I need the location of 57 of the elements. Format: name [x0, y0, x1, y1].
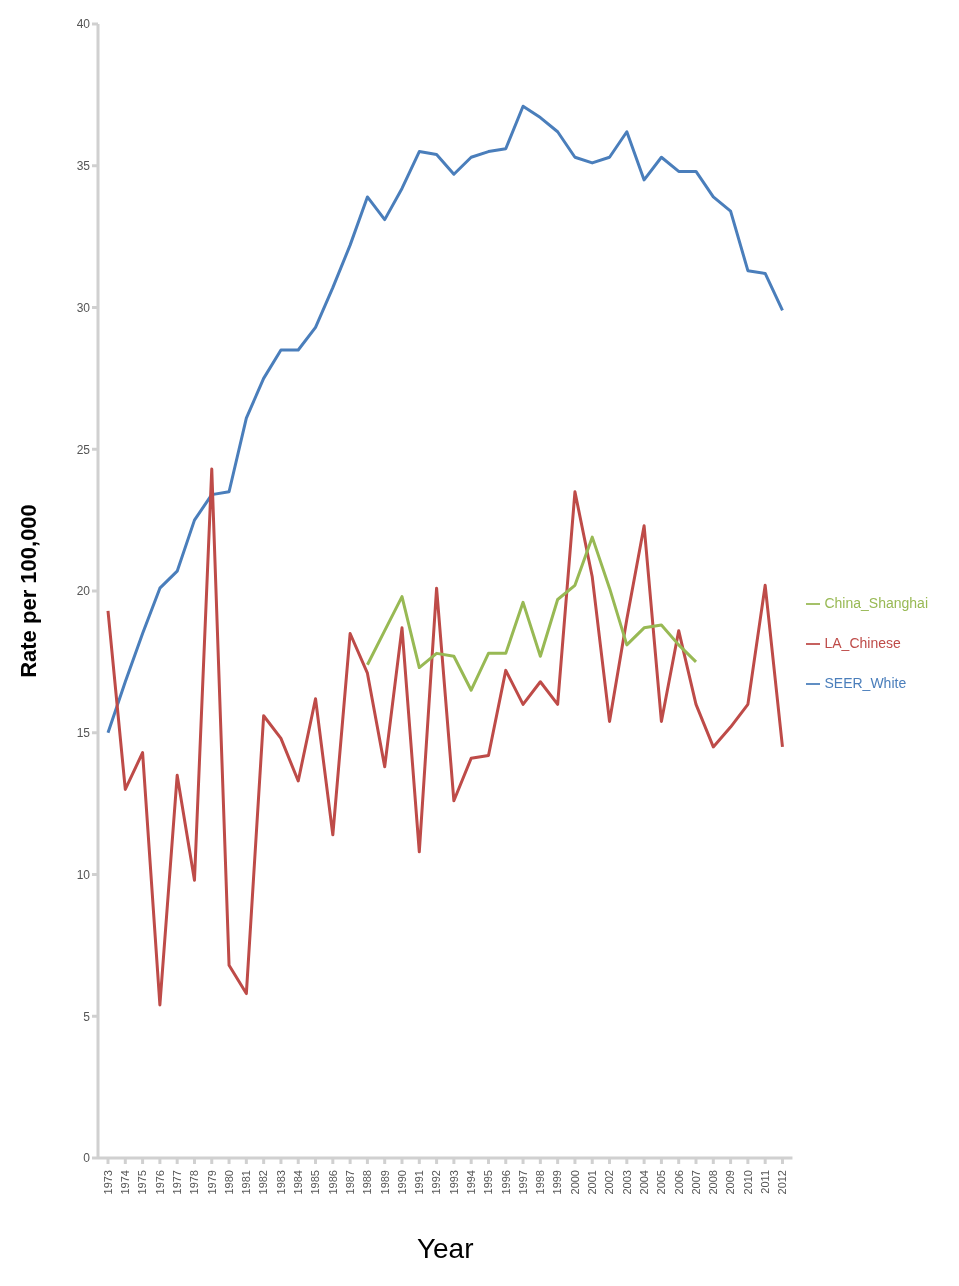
legend-label: China_Shanghai	[824, 595, 928, 611]
x-tick-label: 1978	[188, 1170, 201, 1195]
y-tick-label: 30	[76, 300, 91, 315]
line-series	[365, 535, 698, 692]
y-tick-label: 25	[76, 442, 91, 457]
y-tick-label: 20	[76, 584, 91, 599]
x-tick-label: 1992	[430, 1170, 443, 1195]
line-series	[106, 104, 784, 735]
y-tick-label: 10	[76, 867, 91, 882]
x-tick-label: 2006	[672, 1170, 685, 1195]
x-tick-label: 1987	[343, 1170, 356, 1195]
line-series	[106, 467, 784, 1007]
legend-label: SEER_White	[824, 675, 907, 691]
legend-label: LA_Chinese	[824, 635, 901, 651]
x-tick-label: 2002	[603, 1170, 616, 1195]
x-tick-label: 1975	[136, 1170, 149, 1195]
x-tick-label: 1999	[551, 1170, 564, 1195]
x-tick-label: 1979	[205, 1170, 218, 1195]
x-tick-label: 2004	[637, 1170, 650, 1195]
x-tick-label: 1996	[499, 1170, 512, 1195]
x-tick-label: 1993	[447, 1170, 460, 1195]
x-tick-label: 2010	[741, 1170, 754, 1195]
x-tick-label: 1997	[516, 1170, 529, 1195]
x-tick-label: 1991	[413, 1170, 426, 1195]
x-tick-label: 1983	[274, 1170, 287, 1195]
y-tick-label: 40	[76, 17, 91, 32]
x-tick-label: 1976	[153, 1170, 166, 1195]
x-tick-label: 1980	[222, 1170, 235, 1195]
x-tick-label: 2012	[776, 1170, 789, 1195]
x-tick-label: 2009	[724, 1170, 737, 1195]
x-tick-label: 1988	[361, 1170, 374, 1195]
x-tick-label: 1985	[309, 1170, 322, 1195]
x-tick-label: 1990	[395, 1170, 408, 1195]
x-tick-label: 1981	[240, 1170, 253, 1195]
x-tick-label: 1977	[170, 1170, 183, 1195]
x-tick-label: 1973	[101, 1170, 114, 1195]
x-tick-label: 2007	[689, 1170, 702, 1195]
y-tick-label: 0	[83, 1151, 91, 1166]
x-tick-label: 1994	[464, 1170, 477, 1195]
x-tick-label: 1974	[119, 1170, 132, 1195]
x-axis-title: Year	[416, 1233, 474, 1264]
x-tick-label: 1984	[292, 1170, 305, 1195]
x-tick-label: 1982	[257, 1170, 270, 1195]
x-tick-label: 2011	[758, 1170, 771, 1194]
x-tick-label: 2000	[568, 1170, 581, 1195]
x-tick-label: 1998	[534, 1170, 547, 1195]
x-tick-label: 2005	[655, 1170, 668, 1195]
x-tick-label: 2001	[586, 1170, 599, 1195]
x-tick-label: 1986	[326, 1170, 339, 1195]
y-axis-title: Rate per 100,000	[15, 504, 41, 678]
x-tick-label: 1995	[482, 1170, 495, 1195]
x-tick-label: 1989	[378, 1170, 391, 1195]
y-tick-label: 15	[76, 726, 91, 741]
y-tick-label: 35	[76, 159, 91, 174]
x-tick-label: 2008	[707, 1170, 720, 1195]
y-tick-label: 5	[83, 1009, 91, 1024]
x-tick-label: 2003	[620, 1170, 633, 1195]
